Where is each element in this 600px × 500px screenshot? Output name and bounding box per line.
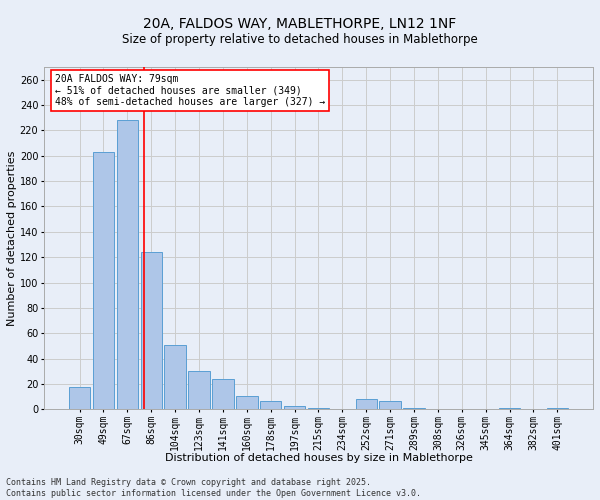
Text: 20A, FALDOS WAY, MABLETHORPE, LN12 1NF: 20A, FALDOS WAY, MABLETHORPE, LN12 1NF: [143, 18, 457, 32]
Bar: [188, 372, 210, 410]
Text: 20A FALDOS WAY: 79sqm
← 51% of detached houses are smaller (349)
48% of semi-det: 20A FALDOS WAY: 79sqm ← 51% of detached …: [55, 74, 325, 107]
Bar: [356, 400, 377, 409]
Bar: [499, 408, 520, 410]
Bar: [69, 386, 91, 409]
Bar: [164, 345, 186, 410]
Bar: [547, 408, 568, 410]
X-axis label: Distribution of detached houses by size in Mablethorpe: Distribution of detached houses by size …: [164, 453, 472, 463]
Bar: [284, 406, 305, 409]
Bar: [116, 120, 138, 410]
Bar: [236, 396, 257, 409]
Bar: [260, 400, 281, 409]
Bar: [308, 408, 329, 410]
Bar: [379, 400, 401, 409]
Text: Contains HM Land Registry data © Crown copyright and database right 2025.
Contai: Contains HM Land Registry data © Crown c…: [6, 478, 421, 498]
Text: Size of property relative to detached houses in Mablethorpe: Size of property relative to detached ho…: [122, 32, 478, 46]
Y-axis label: Number of detached properties: Number of detached properties: [7, 150, 17, 326]
Bar: [140, 252, 162, 410]
Bar: [403, 408, 425, 410]
Bar: [93, 152, 114, 409]
Bar: [212, 379, 233, 410]
